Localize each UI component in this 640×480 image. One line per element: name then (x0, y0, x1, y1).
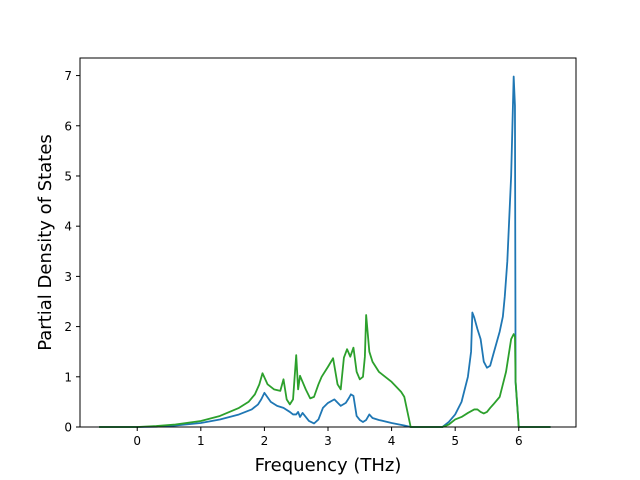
y-tick-label: 6 (64, 119, 72, 133)
y-tick-label: 0 (64, 421, 72, 435)
y-tick-label: 5 (64, 169, 72, 183)
series-layer (99, 75, 551, 428)
series-line-2 (99, 314, 551, 428)
y-axis-ticks: 0 1 2 3 4 5 6 7 (64, 69, 80, 435)
x-tick-label: 6 (515, 434, 523, 448)
y-tick-label: 2 (64, 320, 72, 334)
series-line-1 (99, 75, 551, 428)
x-axis-label: Frequency (THz) (255, 455, 402, 476)
y-tick-label: 7 (64, 69, 72, 83)
x-tick-label: 3 (324, 434, 332, 448)
x-tick-label: 1 (197, 434, 205, 448)
plot-area: 0 1 2 3 4 5 6 0 1 2 3 4 5 6 7 (64, 57, 577, 448)
y-axis-label: Partial Density of States (35, 134, 56, 351)
x-axis-ticks: 0 1 2 3 4 5 6 (133, 427, 523, 448)
y-tick-label: 4 (64, 220, 72, 234)
y-tick-label: 1 (64, 370, 72, 384)
x-tick-label: 4 (388, 434, 396, 448)
x-tick-label: 2 (261, 434, 269, 448)
x-tick-label: 5 (451, 434, 459, 448)
x-tick-label: 0 (133, 434, 141, 448)
y-tick-label: 3 (64, 270, 72, 284)
